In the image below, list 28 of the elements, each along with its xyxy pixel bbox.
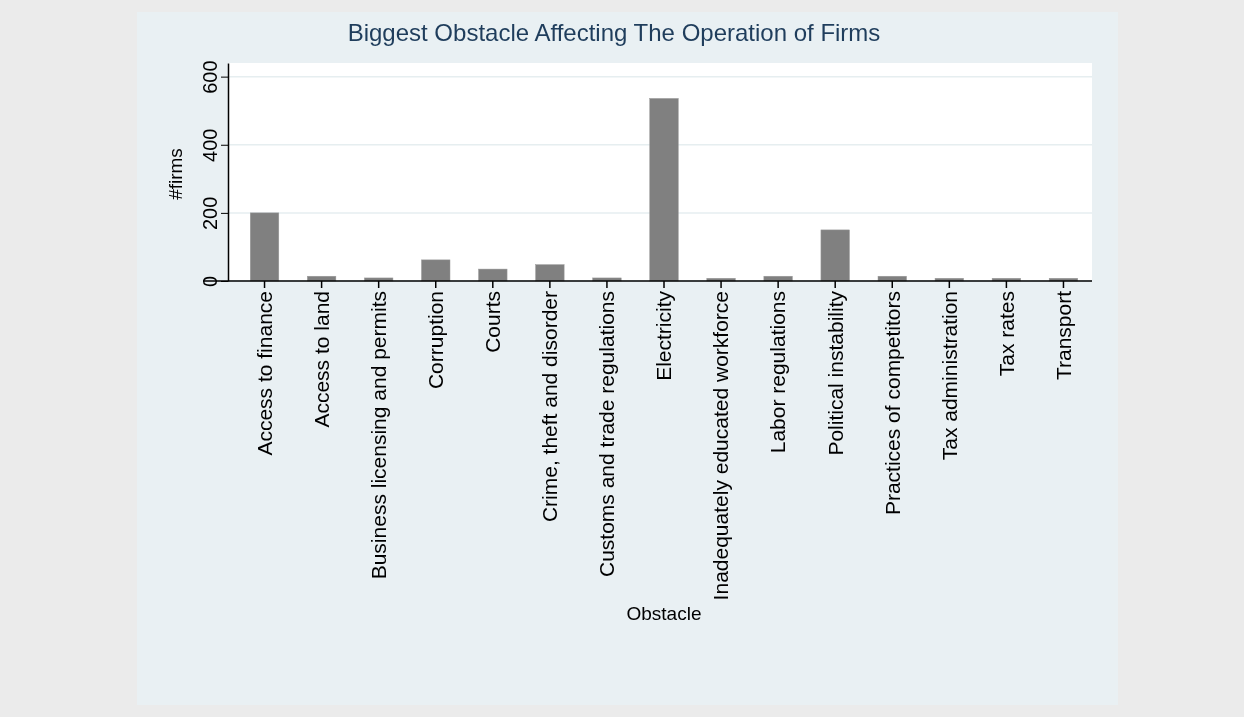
x-tick-label: Access to land	[309, 291, 333, 428]
y-tick-label: 200	[199, 196, 221, 231]
bar	[649, 98, 679, 282]
x-tick-label: Customs and trade regulations	[595, 291, 619, 577]
y-tick-label: 400	[199, 128, 221, 162]
x-tick-label: Transport	[1051, 290, 1075, 381]
x-axis-title: Obstacle	[626, 603, 702, 625]
bar	[535, 264, 565, 282]
x-tick-label: Tax rates	[994, 291, 1018, 377]
x-tick-label: Business licensing and permits	[367, 291, 391, 580]
bar	[820, 229, 850, 282]
y-tick-label: 600	[199, 60, 221, 94]
x-tick-label: Political instability	[823, 290, 847, 456]
x-tick-label: Labor regulations	[766, 291, 790, 454]
bar	[421, 259, 451, 282]
y-tick-label: 0	[199, 275, 221, 288]
chart-title: Biggest Obstacle Affecting The Operation of Firms	[347, 19, 881, 46]
x-tick-label: Courts	[481, 291, 505, 353]
x-tick-label: Practices of competitors	[880, 291, 904, 516]
x-tick-label: Corruption	[424, 291, 448, 390]
x-tick-label: Crime, theft and disorder	[538, 291, 562, 523]
x-tick-label: Inadequately educated workforce	[709, 291, 733, 601]
y-axis-title: #firms	[165, 148, 186, 200]
x-tick-label: Tax administration	[937, 291, 961, 461]
x-tick-label: Electricity	[652, 290, 676, 381]
bar	[478, 268, 508, 282]
bar	[250, 212, 280, 282]
x-tick-label: Access to finance	[252, 291, 276, 456]
